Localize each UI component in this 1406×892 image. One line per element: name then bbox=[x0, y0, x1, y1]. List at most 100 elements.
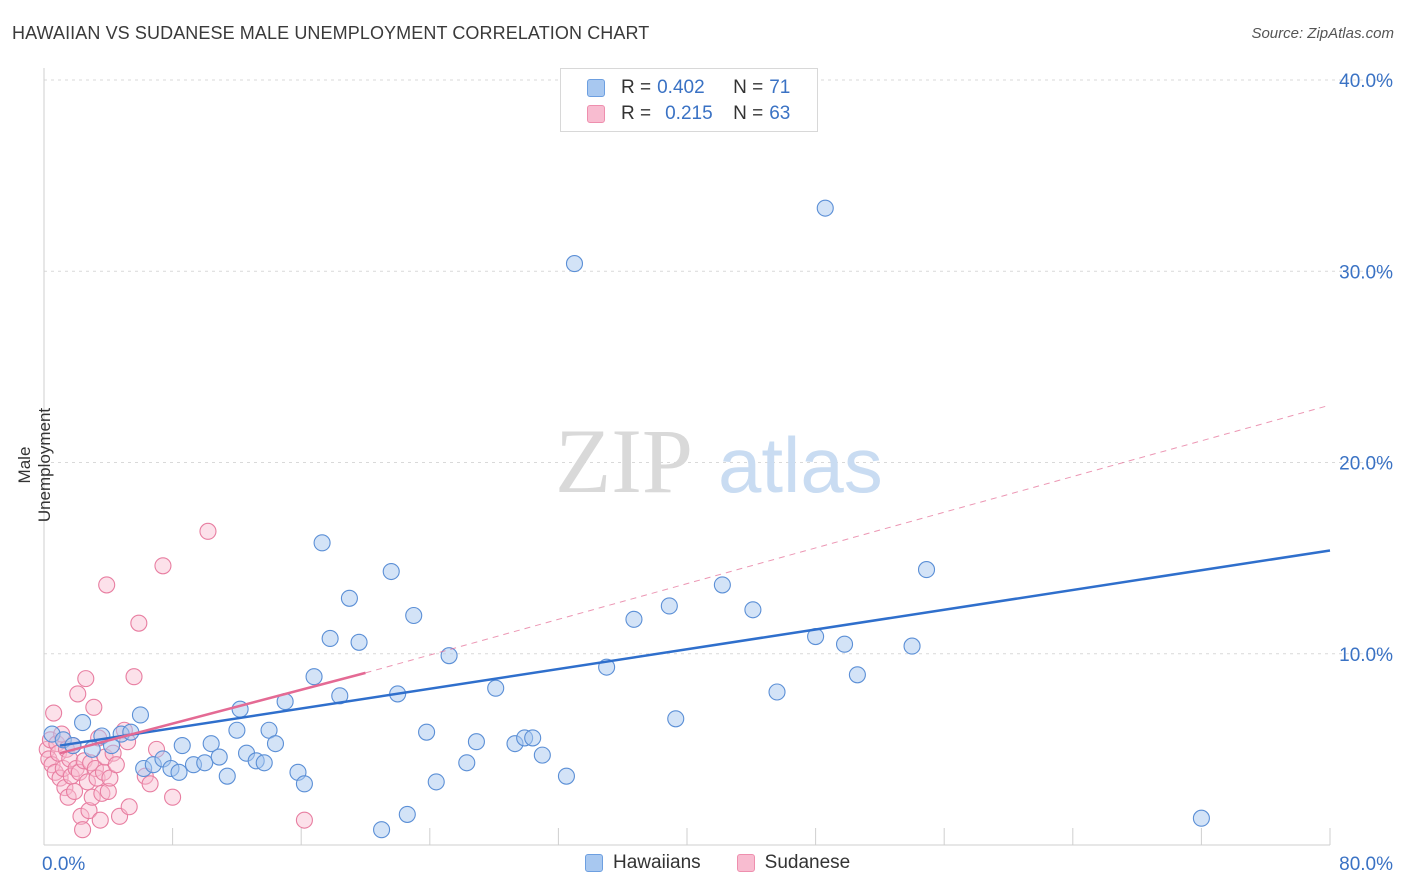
legend-label-hawaiians: Hawaiians bbox=[613, 852, 701, 873]
axes bbox=[43, 68, 1331, 846]
trend-lines bbox=[59, 404, 1331, 755]
sudanese-point bbox=[125, 668, 143, 686]
watermark-atlas: atlas bbox=[718, 421, 883, 509]
hawaiians-point bbox=[917, 561, 936, 579]
r-value: 0.402 bbox=[657, 77, 705, 98]
hawaiians-point bbox=[196, 754, 214, 772]
hawaiians-point bbox=[667, 710, 685, 728]
sudanese-point bbox=[80, 802, 98, 820]
sudanese-point bbox=[120, 798, 138, 816]
hawaiians-point bbox=[660, 597, 678, 615]
sudanese-trend-line bbox=[59, 671, 366, 755]
sudanese-points bbox=[38, 522, 313, 839]
hawaiians-points bbox=[43, 199, 1210, 839]
hawaiians-point bbox=[625, 610, 643, 628]
y-tick-label: 30.0% bbox=[1339, 262, 1393, 283]
hawaiians-point bbox=[848, 666, 866, 684]
hawaiians-point bbox=[713, 576, 731, 594]
hawaiians-point bbox=[321, 629, 339, 648]
hawaiians-point bbox=[170, 763, 188, 781]
watermark-zip: ZIP bbox=[555, 410, 693, 512]
hawaiians-point bbox=[255, 754, 273, 772]
legend-item-hawaiians[interactable]: Hawaiians bbox=[585, 852, 701, 874]
y-tick-label: 20.0% bbox=[1339, 454, 1393, 475]
hawaiians-trend-line bbox=[59, 549, 1331, 747]
hawaiians-point bbox=[903, 637, 921, 655]
hawaiians-point bbox=[266, 735, 285, 753]
hawaiians-point bbox=[173, 736, 191, 755]
sudanese-point bbox=[199, 522, 217, 540]
hawaiians-point bbox=[1192, 809, 1210, 827]
sudanese-point bbox=[69, 685, 87, 703]
hawaiians-point bbox=[557, 767, 575, 785]
hawaiians-point bbox=[565, 255, 584, 273]
hawaiians-point bbox=[305, 668, 323, 686]
sudanese-point bbox=[91, 811, 109, 829]
legend-item-sudanese[interactable]: Sudanese bbox=[736, 852, 851, 874]
sudanese-point bbox=[85, 698, 103, 716]
grid-lines bbox=[44, 79, 1392, 655]
legend-swatch-blue bbox=[587, 79, 605, 97]
sudanese-point bbox=[74, 821, 92, 839]
hawaiians-point bbox=[313, 534, 331, 552]
chart-source: Source: ZipAtlas.com bbox=[1251, 25, 1394, 42]
sudanese-point bbox=[164, 788, 182, 806]
sudanese-point bbox=[141, 775, 159, 793]
legend-label-sudanese: Sudanese bbox=[764, 852, 851, 873]
sudanese-point bbox=[78, 773, 96, 791]
y-axis-label: Male Unemployment bbox=[15, 407, 54, 523]
hawaiians-point bbox=[418, 723, 436, 741]
sudanese-point bbox=[93, 784, 111, 802]
r-label: R = bbox=[621, 103, 652, 124]
sudanese-point bbox=[77, 670, 95, 688]
hawaiians-point bbox=[440, 647, 458, 665]
sudanese-point bbox=[107, 756, 125, 774]
n-label: N = bbox=[733, 77, 764, 98]
hawaiians-point bbox=[467, 733, 485, 751]
legend-swatch-pink bbox=[587, 105, 605, 123]
n-label: N = bbox=[733, 103, 764, 124]
y-tick-label: 40.0% bbox=[1339, 71, 1393, 92]
hawaiians-point bbox=[524, 729, 542, 747]
hawaiians-point bbox=[74, 714, 92, 732]
legend-swatch-pink bbox=[736, 854, 755, 872]
sudanese-point bbox=[98, 576, 116, 594]
hawaiians-point bbox=[405, 606, 423, 625]
x-tick-label: 80.0% bbox=[1339, 854, 1393, 875]
r-value: 0.215 bbox=[665, 103, 713, 124]
hawaiians-point bbox=[210, 748, 228, 766]
legend-swatch-blue bbox=[585, 854, 603, 872]
hawaiians-point bbox=[398, 805, 416, 823]
hawaiians-point bbox=[295, 775, 313, 793]
hawaiians-point bbox=[373, 821, 391, 839]
sudanese-point bbox=[99, 782, 117, 801]
hawaiians-point bbox=[228, 721, 246, 739]
hawaiians-point bbox=[768, 683, 786, 701]
hawaiians-point bbox=[131, 706, 149, 724]
hawaiians-point bbox=[744, 601, 762, 619]
n-value: 71 bbox=[769, 77, 791, 98]
chart-title: HAWAIIAN VS SUDANESE MALE UNEMPLOYMENT C… bbox=[12, 23, 650, 43]
hawaiians-point bbox=[350, 633, 368, 651]
hawaiians-point bbox=[218, 767, 236, 785]
sudanese-point bbox=[295, 811, 313, 829]
hawaiians-point bbox=[340, 589, 358, 607]
sudanese-point bbox=[88, 769, 106, 787]
r-label: R = bbox=[621, 77, 652, 98]
x-tick-label: 0.0% bbox=[42, 854, 85, 875]
hawaiians-point bbox=[487, 679, 505, 697]
legend-row-hawaiians: R = 0.402 N = 71 bbox=[587, 76, 790, 100]
sudanese-point bbox=[59, 788, 77, 806]
sudanese-trend-extension bbox=[365, 404, 1331, 674]
y-tick-labels: 10.0% 20.0% 30.0% 40.0% bbox=[1339, 71, 1393, 666]
x-tick-labels: 0.0% 80.0% bbox=[42, 854, 1393, 875]
hawaiians-point bbox=[458, 754, 476, 772]
sudanese-point bbox=[154, 557, 172, 575]
sudanese-point bbox=[130, 614, 148, 632]
n-value: 63 bbox=[769, 103, 791, 124]
hawaiians-point bbox=[533, 746, 551, 764]
legend-row-sudanese: R = 0.215 N = 63 bbox=[587, 102, 790, 126]
hawaiians-point bbox=[382, 562, 400, 581]
sudanese-point bbox=[65, 782, 84, 801]
